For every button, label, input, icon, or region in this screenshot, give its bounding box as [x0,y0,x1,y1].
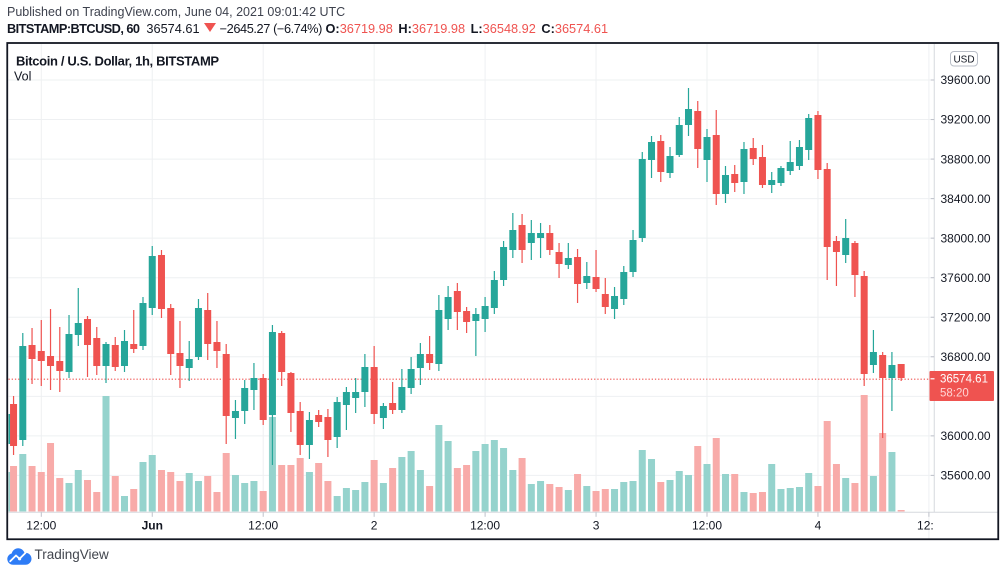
svg-text:36574.61: 36574.61 [940,374,988,386]
svg-text:39200.00: 39200.00 [941,113,991,127]
svg-text:38800.00: 38800.00 [941,152,991,166]
svg-text:38000.00: 38000.00 [941,231,991,245]
svg-text:Bitcoin / U.S. Dollar, 1h, BIT: Bitcoin / U.S. Dollar, 1h, BITSTAMP [16,54,219,69]
svg-text:Jun: Jun [142,519,163,533]
svg-text:38400.00: 38400.00 [941,192,991,206]
svg-text:39600.00: 39600.00 [941,73,991,87]
svg-text:12:00: 12:00 [470,519,500,533]
svg-text:Vol: Vol [14,70,31,84]
svg-text:12:00: 12:00 [692,519,722,533]
svg-text:12:00: 12:00 [248,519,278,533]
svg-text:37200.00: 37200.00 [941,310,991,324]
svg-text:2: 2 [371,519,378,533]
svg-text:3: 3 [593,519,600,533]
svg-text:36000.00: 36000.00 [941,429,991,443]
svg-text:12:: 12: [917,519,934,533]
svg-text:58:20: 58:20 [940,388,969,400]
svg-text:35600.00: 35600.00 [941,469,991,483]
svg-text:12:00: 12:00 [26,519,56,533]
svg-text:37600.00: 37600.00 [941,271,991,285]
svg-text:USD: USD [953,55,974,66]
svg-text:36800.00: 36800.00 [941,350,991,364]
svg-text:4: 4 [815,519,822,533]
